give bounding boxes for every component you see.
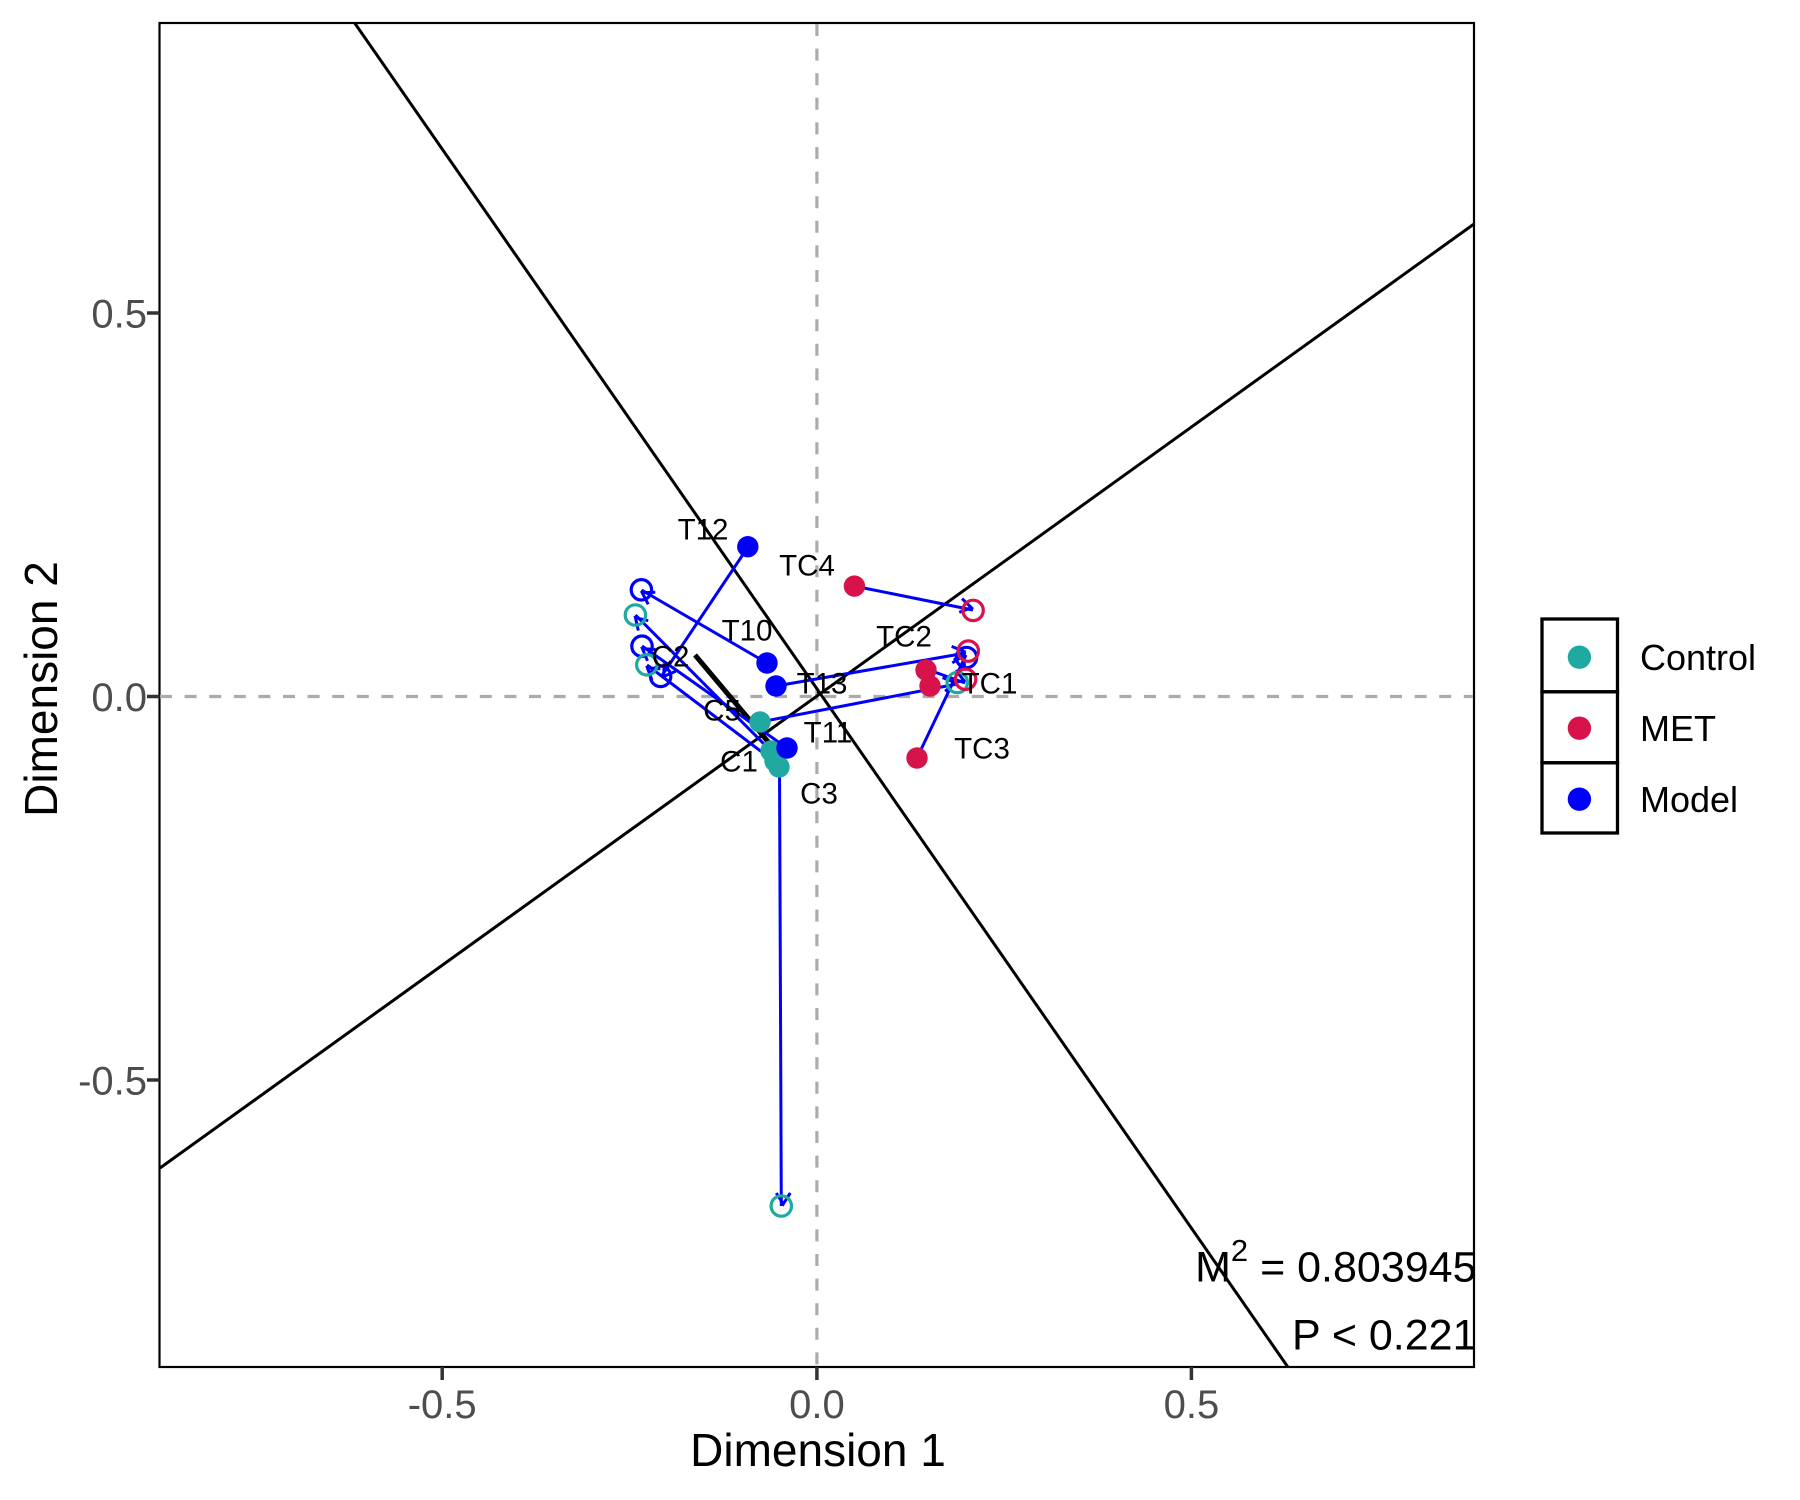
- svg-text:Dimension 2: Dimension 2: [15, 561, 67, 817]
- svg-text:C1: C1: [720, 746, 758, 779]
- svg-text:MET: MET: [1640, 708, 1716, 749]
- svg-text:0.0: 0.0: [91, 676, 147, 720]
- svg-text:T10: T10: [722, 615, 773, 648]
- svg-text:Control: Control: [1640, 637, 1756, 678]
- svg-text:T13: T13: [797, 668, 848, 701]
- svg-text:Model: Model: [1640, 779, 1738, 820]
- svg-text:TC1: TC1: [962, 668, 1018, 701]
- svg-text:C5: C5: [703, 695, 741, 728]
- svg-text:-0.5: -0.5: [78, 1060, 147, 1104]
- svg-text:TC3: TC3: [954, 733, 1010, 766]
- svg-text:T12: T12: [678, 514, 729, 547]
- svg-text:0.5: 0.5: [1164, 1383, 1220, 1427]
- svg-text:TC2: TC2: [876, 621, 932, 654]
- svg-text:C2: C2: [652, 641, 690, 674]
- svg-text:0.0: 0.0: [789, 1383, 845, 1427]
- svg-text:0.5: 0.5: [91, 293, 147, 337]
- svg-text:C3: C3: [800, 778, 838, 811]
- svg-text:-0.5: -0.5: [408, 1383, 477, 1427]
- svg-text:P < 0.221: P < 0.221: [1292, 1311, 1477, 1359]
- svg-text:T11: T11: [804, 717, 853, 750]
- svg-text:Dimension 1: Dimension 1: [690, 1424, 946, 1476]
- svg-text:TC4: TC4: [779, 550, 835, 583]
